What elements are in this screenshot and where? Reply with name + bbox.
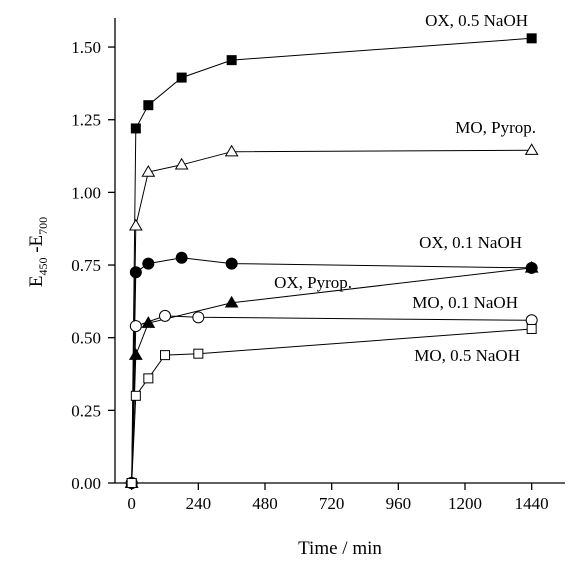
series-label: OX, 0.1 NaOH	[419, 233, 522, 252]
series-line	[131, 257, 532, 484]
data-point	[524, 143, 539, 155]
data-point	[142, 257, 155, 270]
x-tick-label: 1440	[515, 494, 549, 513]
x-ticks: 0 240 480 720 960 1200 1440	[127, 483, 549, 513]
data-point	[526, 323, 537, 334]
series-label: MO, 0.1 NaOH	[412, 293, 518, 312]
data-point	[174, 157, 189, 170]
series-label: MO, 0.5 NaOH	[414, 346, 520, 365]
x-tick-label: 1200	[448, 494, 482, 513]
x-tick-label: 960	[386, 494, 412, 513]
data-point	[143, 100, 154, 111]
data-point	[226, 55, 237, 66]
y-tick-label: 0.50	[71, 329, 101, 348]
series-label: MO, Pyrop.	[455, 118, 536, 137]
y-tick-label: 0.75	[71, 256, 101, 275]
data-point	[129, 266, 142, 279]
y-axis-title-main-1: E	[26, 276, 47, 288]
x-axis-title: Time / min	[298, 538, 382, 559]
series-line	[131, 37, 532, 484]
data-point	[141, 316, 156, 328]
data-point	[225, 257, 238, 270]
data-point	[126, 478, 137, 488]
y-tick-label: 1.25	[71, 111, 101, 130]
data-point	[176, 72, 187, 83]
x-tick-label: 0	[127, 494, 136, 513]
x-tick-label: 240	[186, 494, 212, 513]
x-tick-label: 720	[319, 494, 345, 513]
series-lines	[131, 37, 532, 484]
data-point	[129, 320, 142, 333]
plot-frame	[114, 18, 565, 484]
data-point	[160, 350, 170, 361]
data-point	[130, 390, 141, 401]
x-tick-label: 480	[252, 494, 278, 513]
series-line	[131, 315, 532, 484]
y-tick-label: 1.00	[71, 183, 101, 202]
data-point	[128, 348, 143, 360]
y-axis-title-main-2: -E	[26, 235, 47, 258]
data-point	[141, 165, 156, 177]
data-point	[224, 295, 239, 308]
series-line	[131, 328, 532, 484]
data-point	[175, 251, 188, 264]
data-point	[224, 144, 239, 157]
y-tick-label: 0.25	[71, 401, 101, 420]
data-point	[143, 373, 154, 384]
data-point	[524, 260, 539, 273]
data-point	[159, 309, 171, 322]
series-labels: OX, 0.5 NaOH MO, Pyrop. OX, 0.1 NaOH OX, Py…	[274, 11, 536, 365]
y-axis-title-sub-1: 450	[36, 258, 50, 276]
y-tick-label: 1.50	[71, 38, 101, 57]
data-point	[192, 311, 205, 324]
data-point	[193, 348, 204, 359]
series-label: OX, Pyrop.	[274, 273, 352, 292]
y-axis-title-sub-2: 700	[36, 217, 50, 235]
y-axis-title: E450 -E700	[26, 217, 50, 287]
data-point	[128, 218, 143, 231]
data-point	[526, 33, 537, 44]
series-markers	[124, 33, 539, 489]
y-ticks: 0.00 0.25 0.50 0.75 1.00 1.25 1.50	[71, 38, 115, 493]
y-tick-label: 0.00	[71, 474, 101, 493]
series-label: OX, 0.5 NaOH	[425, 11, 528, 30]
data-point	[130, 123, 141, 134]
